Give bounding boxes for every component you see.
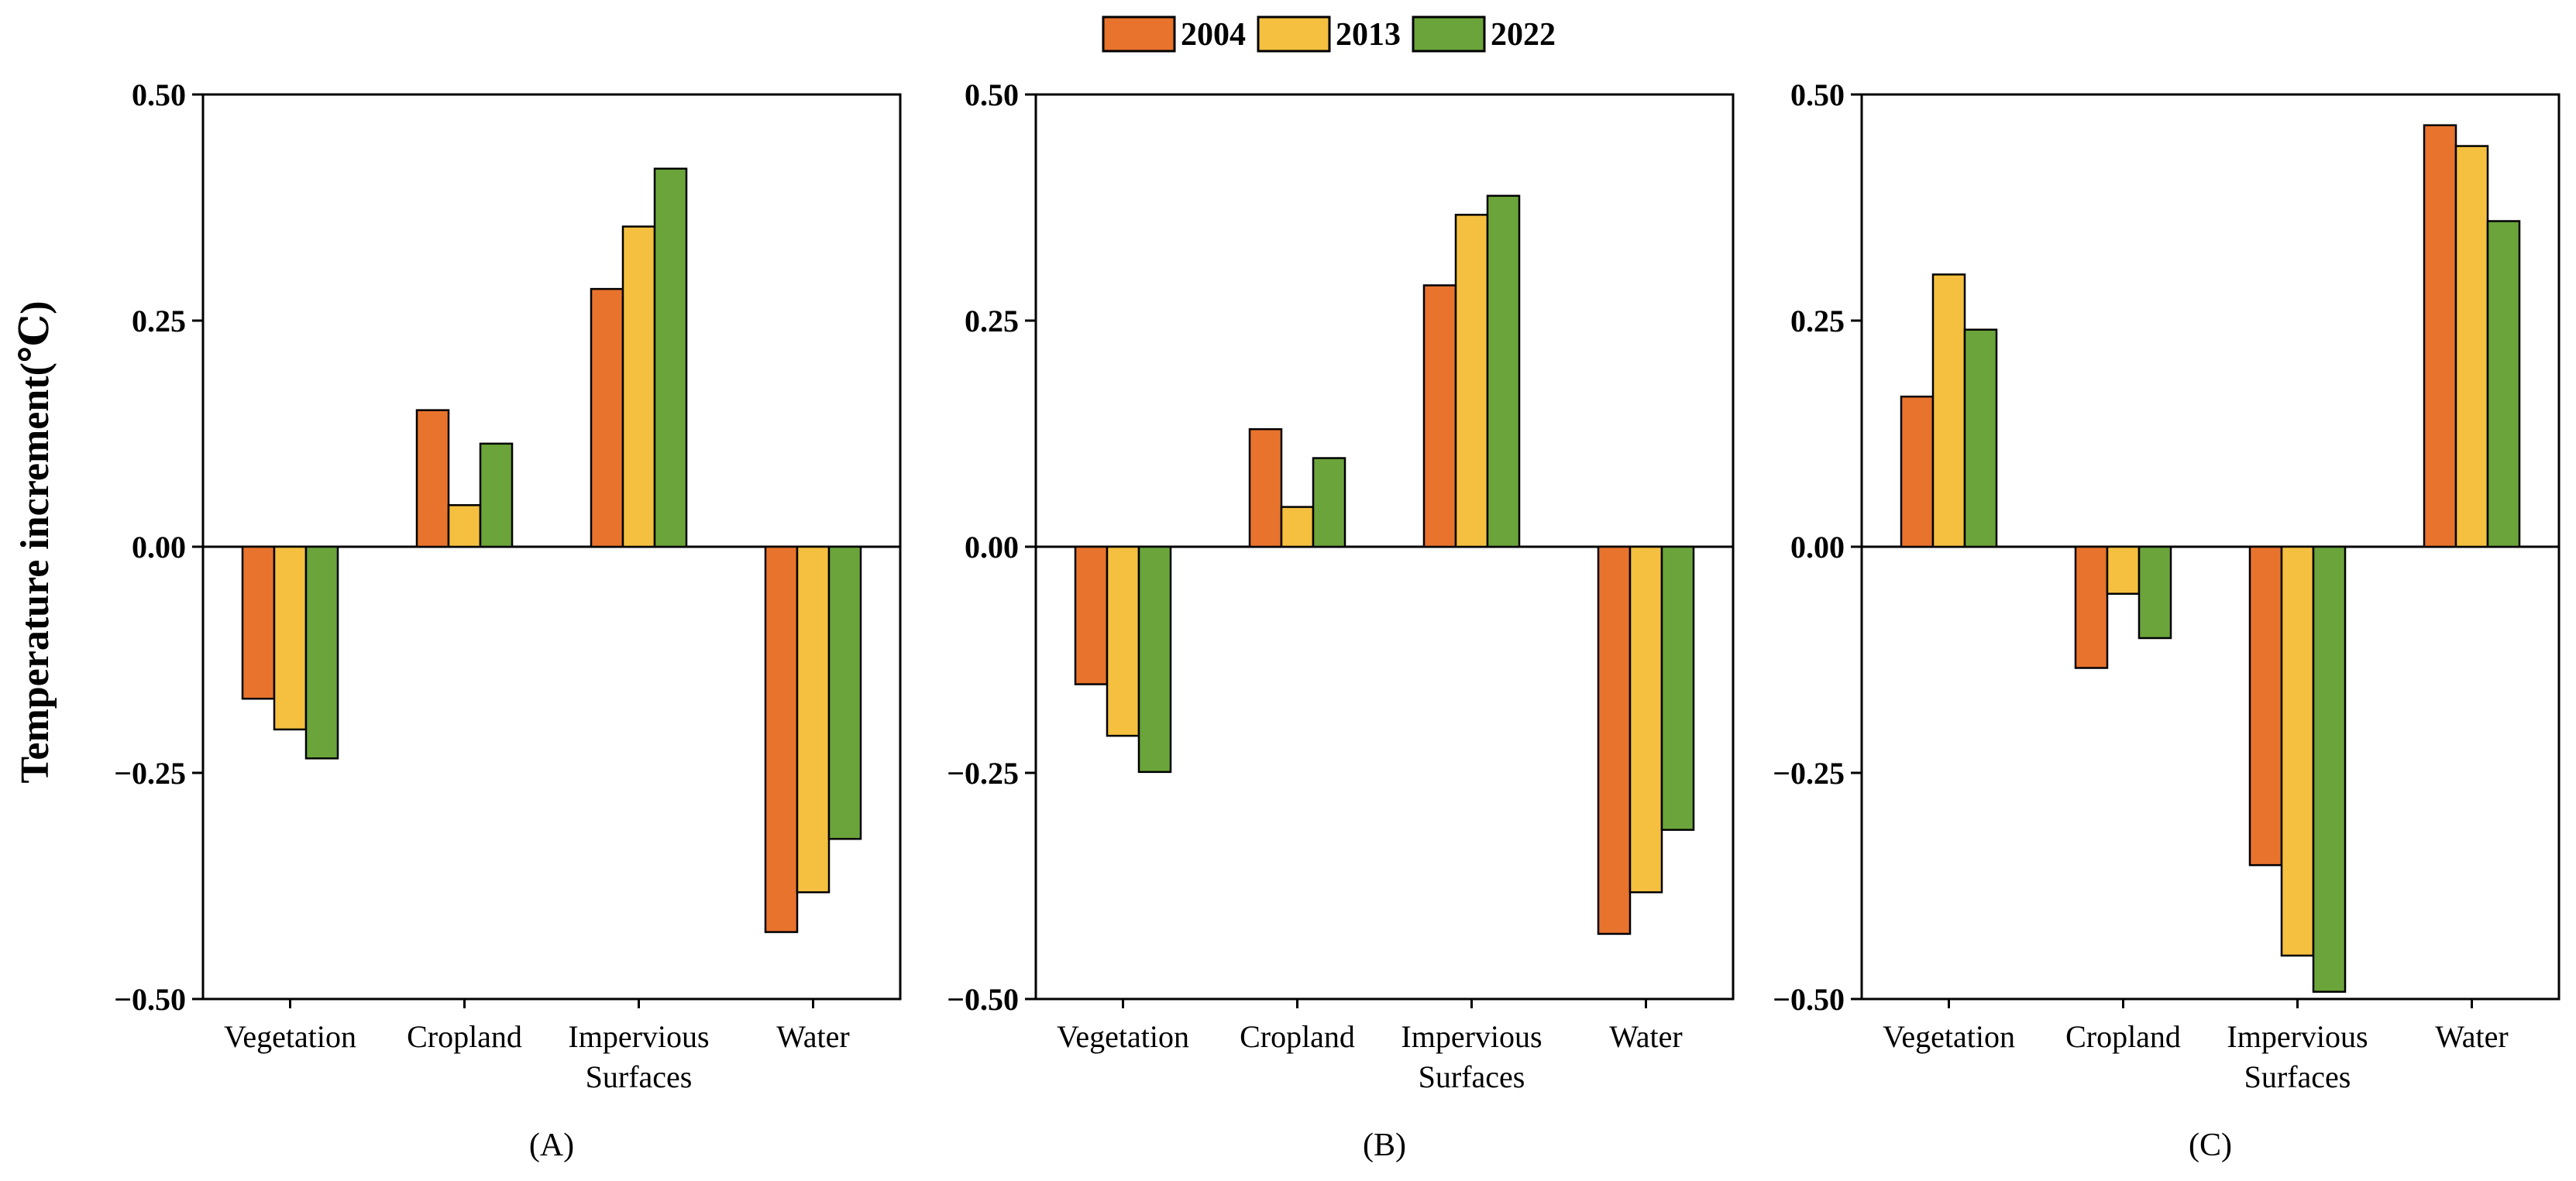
- legend-label-2013: 2013: [1336, 17, 1401, 53]
- bar-2013-impervious-surfaces: [1454, 214, 1489, 548]
- panel-label: (B): [1363, 1128, 1406, 1163]
- legend-swatch-2004: [1102, 15, 1176, 53]
- bar-2004-water: [1597, 545, 1632, 936]
- legend-label-2022: 2022: [1491, 17, 1556, 53]
- panels: 0.50 0.25 0.00 −0.25 −0.50 Vegetation Cropland…: [114, 77, 2561, 1163]
- bar-2013-cropland: [447, 504, 482, 548]
- bar-2022-impervious-surfaces: [653, 167, 688, 548]
- bar-2022-cropland: [2137, 545, 2172, 640]
- x-tick-label: Surfaces: [2244, 1059, 2351, 1094]
- legend-swatch-2022: [1412, 15, 1486, 53]
- y-tick-label: 0.25: [1790, 304, 1845, 338]
- bar-2004-water: [2423, 124, 2457, 548]
- x-tick-label: Cropland: [1240, 1019, 1355, 1054]
- bar-2004-impervious-surfaces: [2248, 545, 2283, 867]
- legend-item-2013: 2013: [1257, 15, 1401, 53]
- x-tick-label: Water: [1609, 1019, 1683, 1054]
- legend-label-2004: 2004: [1181, 17, 1246, 53]
- bar-2022-cropland: [479, 442, 514, 548]
- y-tick-label: 0.50: [1790, 77, 1845, 112]
- y-tick-label: 0.50: [132, 77, 186, 112]
- x-tick-label: Cropland: [2065, 1019, 2181, 1054]
- bar-2004-cropland: [415, 409, 450, 548]
- legend-swatch-2013: [1257, 15, 1331, 53]
- bar-2013-cropland: [1280, 506, 1315, 548]
- bar-2022-vegetation: [304, 545, 339, 760]
- y-tick-label: −0.50: [1773, 982, 1845, 1017]
- bar-2022-water: [827, 545, 862, 840]
- y-tick-label: 0.00: [965, 530, 1019, 565]
- y-tick-label: 0.25: [965, 304, 1019, 338]
- y-tick-label: 0.50: [965, 77, 1019, 112]
- y-tick-label: 0.25: [132, 304, 186, 338]
- x-tick-label: Impervious: [568, 1019, 709, 1054]
- x-tick-label: Impervious: [2227, 1019, 2368, 1054]
- bar-2004-impervious-surfaces: [1422, 284, 1457, 548]
- bar-2013-vegetation: [1106, 545, 1140, 737]
- panel-label: (C): [2189, 1128, 2232, 1163]
- bar-2022-impervious-surfaces: [1486, 194, 1521, 548]
- bar-2013-cropland: [2106, 545, 2141, 595]
- bar-2013-water: [796, 545, 831, 894]
- bar-2004-cropland: [2074, 545, 2109, 669]
- panel-a: 0.50 0.25 0.00 −0.25 −0.50 Vegetation Cropland…: [114, 77, 902, 1163]
- x-tick-label: Vegetation: [1883, 1019, 2015, 1054]
- x-tick-label: Vegetation: [224, 1019, 356, 1054]
- bar-2022-impervious-surfaces: [2312, 545, 2347, 993]
- bar-2004-vegetation: [1900, 395, 1935, 548]
- y-tick-label: −0.25: [114, 756, 186, 791]
- x-tick-label: Water: [2435, 1019, 2509, 1054]
- bar-2022-cropland: [1312, 457, 1346, 548]
- bar-2004-water: [764, 545, 799, 933]
- y-tick-label: −0.25: [947, 756, 1019, 791]
- y-tick-label: −0.50: [947, 982, 1019, 1017]
- panel-b: 0.50 0.25 0.00 −0.25 −0.50 Vegetation Cropland…: [947, 77, 1735, 1163]
- x-tick-label: Impervious: [1401, 1019, 1542, 1054]
- panel-label: (A): [529, 1128, 574, 1163]
- legend: 2004 2013 2022: [1102, 15, 1556, 53]
- bar-2022-vegetation: [1963, 328, 1998, 548]
- x-tick-label: Surfaces: [586, 1059, 693, 1094]
- x-tick-label: Vegetation: [1057, 1019, 1189, 1054]
- bar-2013-water: [2454, 145, 2489, 548]
- bar-2022-water: [2486, 220, 2521, 548]
- bar-2013-water: [1628, 545, 1663, 894]
- bar-2013-impervious-surfaces: [2280, 545, 2315, 957]
- y-tick-label: 0.00: [132, 530, 186, 565]
- y-tick-label: −0.50: [114, 982, 186, 1017]
- bar-2004-impervious-surfaces: [590, 287, 624, 548]
- x-tick-label: Cropland: [407, 1019, 522, 1054]
- x-tick-label: Surfaces: [1419, 1059, 1525, 1094]
- bar-2004-cropland: [1248, 427, 1283, 548]
- y-tick-label: −0.25: [1773, 756, 1845, 791]
- legend-item-2004: 2004: [1102, 15, 1246, 53]
- x-tick-label: Water: [776, 1019, 850, 1054]
- bar-2004-vegetation: [1074, 545, 1109, 685]
- y-axis-label: Temperature increment(℃): [13, 300, 57, 783]
- legend-item-2022: 2022: [1412, 15, 1556, 53]
- bar-2013-vegetation: [1931, 273, 1966, 548]
- bar-2013-vegetation: [273, 545, 308, 731]
- panel-c: 0.50 0.25 0.00 −0.25 −0.50 Vegetation Cropland…: [1773, 77, 2561, 1163]
- y-tick-label: 0.00: [1790, 530, 1845, 565]
- bar-2013-impervious-surfaces: [621, 225, 656, 548]
- bar-2022-water: [1660, 545, 1695, 831]
- bar-2004-vegetation: [241, 545, 276, 700]
- bar-2022-vegetation: [1137, 545, 1172, 774]
